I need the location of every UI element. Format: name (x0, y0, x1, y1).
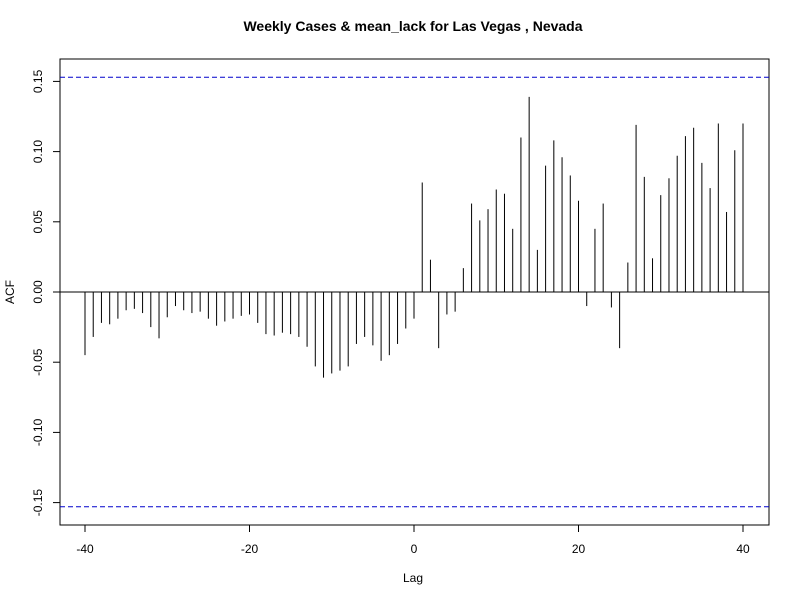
x-tick-label: 40 (736, 542, 750, 556)
x-tick-label: -20 (241, 542, 259, 556)
x-axis: -40 -20 0 20 40 (76, 524, 750, 556)
confidence-bounds (60, 76, 769, 508)
y-tick-label: 0.10 (31, 140, 45, 164)
y-tick-label: -0.10 (31, 418, 45, 446)
x-tick-label: 20 (572, 542, 586, 556)
y-tick-label: -0.15 (31, 489, 45, 517)
y-tick-label: -0.05 (31, 348, 45, 376)
y-axis-label: ACF (3, 280, 17, 304)
x-tick-label: -40 (76, 542, 94, 556)
x-tick-label: 0 (411, 542, 418, 556)
chart-title: Weekly Cases & mean_lack for Las Vegas ,… (243, 18, 582, 34)
y-axis: -0.15 -0.10 -0.05 0.00 0.05 0.10 0.15 (31, 69, 61, 517)
acf-bars (84, 96, 744, 378)
y-tick-label: 0.00 (31, 280, 45, 304)
y-tick-label: 0.05 (31, 210, 45, 234)
y-tick-label: 0.15 (31, 69, 45, 93)
x-axis-label: Lag (403, 571, 423, 585)
